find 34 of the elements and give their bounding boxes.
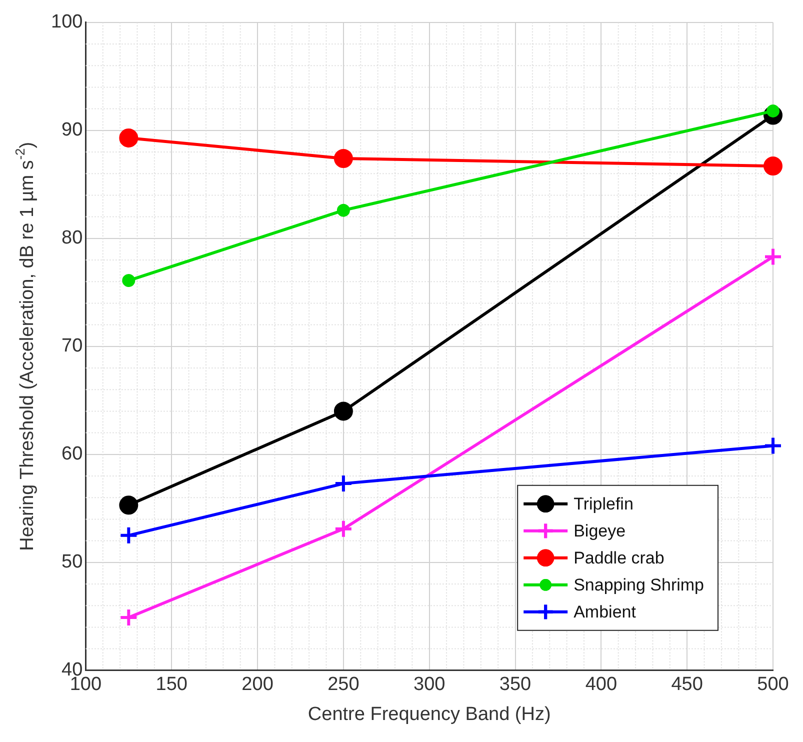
legend-label: Ambient [574, 602, 636, 622]
point [764, 156, 782, 176]
legend-label: Snapping Shrimp [574, 576, 704, 595]
point [336, 204, 350, 217]
point [119, 128, 138, 148]
y-tick-label: 100 [51, 12, 83, 33]
x-tick-label: 150 [156, 674, 188, 696]
y-axis-title: Hearing Threshold (Acceleration, dB re 1 µm s-2) [12, 142, 38, 551]
x-tick-label: 250 [328, 674, 360, 696]
point [119, 608, 138, 627]
legend-label: Triplefin [574, 494, 634, 514]
point [334, 402, 353, 421]
y-tick-label: 90 [62, 120, 83, 141]
point [334, 519, 353, 538]
x-tick-label: 200 [242, 674, 274, 696]
x-tick-label: 350 [499, 674, 532, 696]
y-tick-label: 70 [62, 336, 83, 357]
x-tick-label: 400 [585, 674, 618, 696]
x-tick-label: 300 [414, 674, 446, 696]
point [334, 474, 353, 494]
x-axis-title: Centre Frequency Band (Hz) [308, 704, 551, 725]
point [764, 247, 782, 266]
legend-label: Bigeye [574, 522, 626, 541]
y-tick-label: 50 [62, 552, 83, 573]
point [122, 274, 136, 288]
y-tick-label: 80 [62, 228, 83, 249]
point [119, 496, 138, 515]
legend-label: Paddle crab [574, 548, 664, 568]
point [334, 148, 353, 168]
x-tick-label: 450 [671, 674, 703, 696]
y-tick-label: 60 [62, 444, 83, 465]
x-tick-label: 500 [757, 674, 789, 696]
point [119, 526, 138, 545]
point [764, 436, 782, 456]
